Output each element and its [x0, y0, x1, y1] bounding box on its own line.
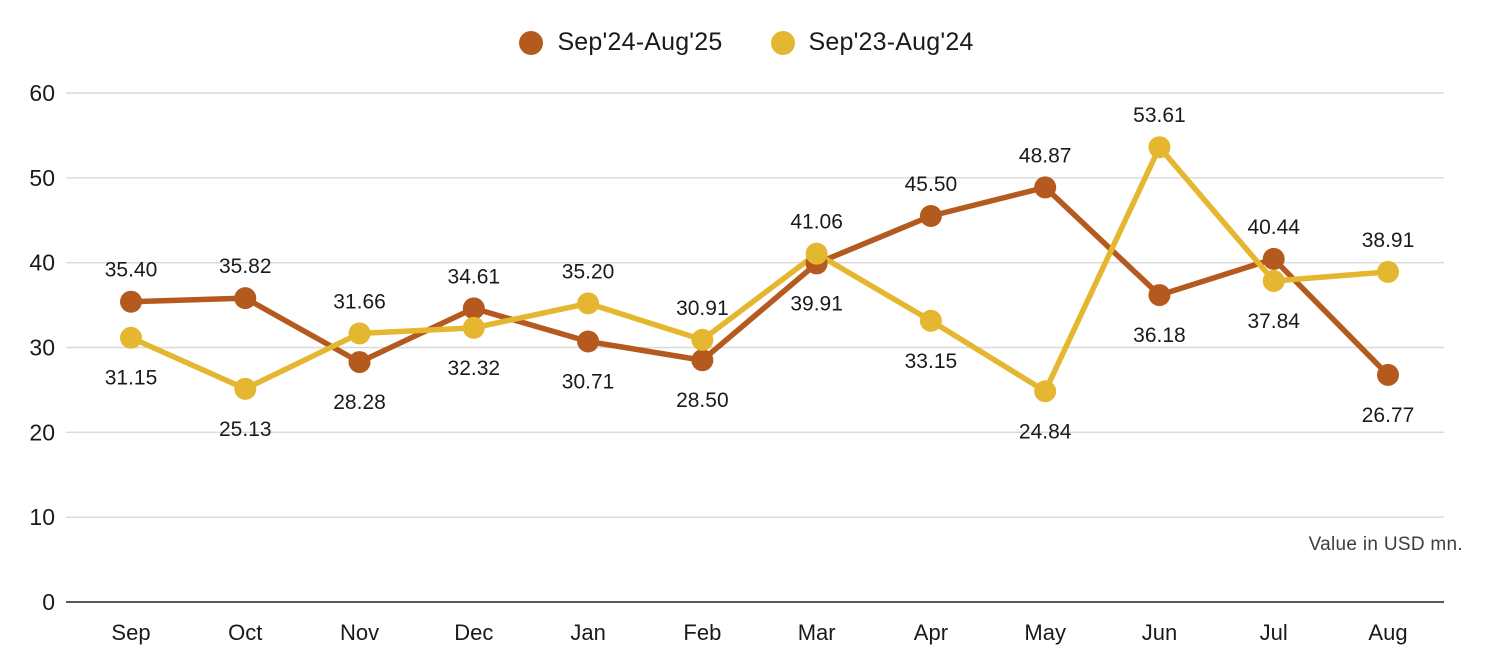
data-point — [919, 309, 942, 332]
data-label: 32.32 — [448, 357, 501, 380]
series-line — [128, 184, 1391, 378]
data-label: 28.50 — [676, 389, 729, 412]
data-point — [234, 377, 257, 400]
y-tick-label: 30 — [29, 335, 55, 361]
data-label: 31.15 — [105, 367, 158, 390]
x-tick-label: Jun — [1142, 620, 1177, 645]
data-point — [805, 242, 828, 265]
data-point — [691, 349, 714, 372]
data-label: 35.40 — [105, 259, 158, 282]
data-label: 30.71 — [562, 370, 615, 393]
data-point — [234, 287, 257, 310]
x-tick-label: Sep — [111, 620, 150, 645]
value-unit-note: Value in USD mn. — [1308, 534, 1463, 555]
x-tick-label: Jan — [570, 620, 605, 645]
data-point — [120, 290, 142, 313]
data-label: 31.66 — [333, 290, 386, 313]
data-label: 38.91 — [1362, 229, 1415, 252]
y-tick-label: 20 — [29, 419, 55, 445]
data-point — [577, 330, 600, 353]
data-point — [462, 316, 485, 339]
data-point — [1262, 269, 1285, 292]
data-point — [1148, 136, 1171, 159]
y-tick-label: 60 — [29, 80, 55, 106]
data-label: 45.50 — [905, 173, 958, 196]
data-label: 28.28 — [333, 391, 386, 414]
data-point — [120, 326, 142, 349]
data-label: 34.61 — [448, 265, 501, 288]
data-label: 30.91 — [676, 297, 729, 320]
data-point — [1034, 176, 1057, 199]
x-tick-label: Dec — [454, 620, 493, 645]
data-point — [462, 297, 485, 320]
data-label: 39.91 — [790, 292, 843, 315]
data-point — [348, 322, 371, 345]
data-point — [1262, 247, 1285, 270]
data-point — [691, 328, 714, 351]
x-tick-label: May — [1024, 620, 1066, 645]
x-tick-label: Feb — [683, 620, 721, 645]
series-line — [128, 144, 1391, 395]
data-point — [577, 292, 600, 315]
x-tick-label: Apr — [914, 620, 948, 645]
data-label: 48.87 — [1019, 144, 1072, 167]
data-point — [1377, 260, 1399, 283]
data-point — [1034, 380, 1057, 403]
x-tick-label: Oct — [228, 620, 262, 645]
x-tick-label: Mar — [798, 620, 836, 645]
y-tick-label: 40 — [29, 250, 55, 276]
data-label: 53.61 — [1133, 104, 1186, 127]
data-label: 37.84 — [1247, 310, 1300, 333]
data-point — [348, 351, 371, 374]
data-label: 36.18 — [1133, 324, 1186, 347]
data-label: 25.13 — [219, 418, 272, 441]
x-tick-label: Jul — [1260, 620, 1288, 645]
data-label: 33.15 — [905, 350, 958, 373]
x-tick-label: Aug — [1368, 620, 1407, 645]
data-label: 35.20 — [562, 260, 615, 283]
data-label: 41.06 — [790, 211, 843, 234]
data-label: 26.77 — [1362, 404, 1415, 427]
y-tick-label: 50 — [29, 165, 55, 191]
x-tick-label: Nov — [340, 620, 379, 645]
y-tick-label: 10 — [29, 504, 55, 530]
data-point — [1377, 363, 1399, 386]
data-label: 24.84 — [1019, 420, 1072, 443]
data-label: 35.82 — [219, 255, 272, 278]
data-point — [919, 205, 942, 228]
y-tick-label: 0 — [42, 589, 55, 615]
data-label: 40.44 — [1247, 216, 1300, 239]
data-point — [1148, 284, 1171, 307]
